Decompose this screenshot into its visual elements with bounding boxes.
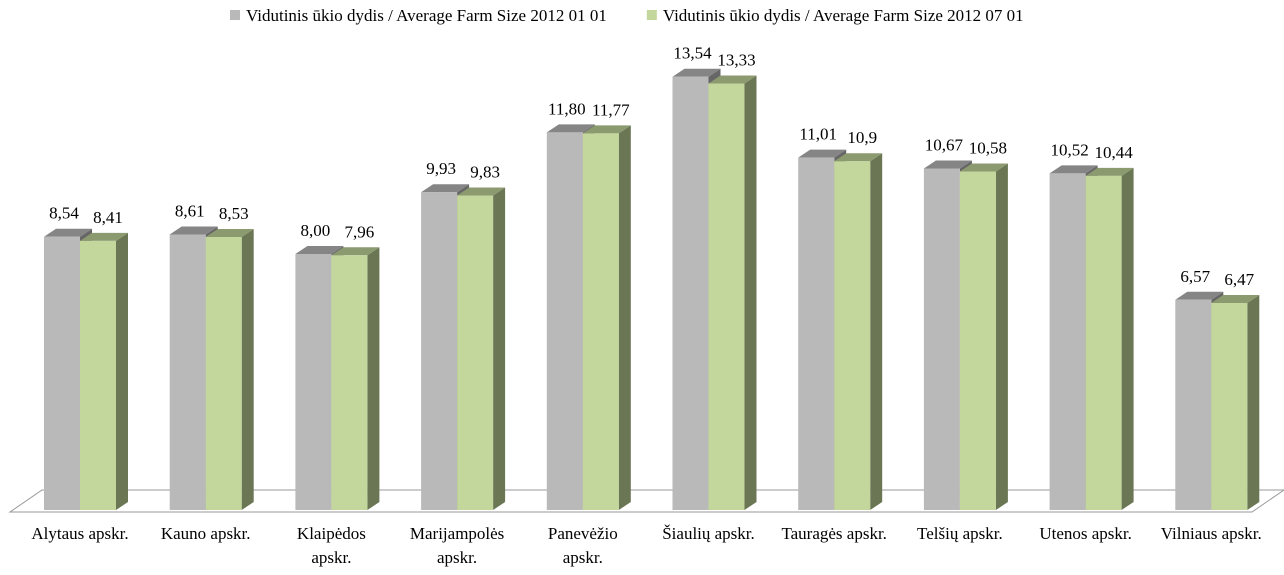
bar-face <box>457 195 494 510</box>
legend-swatch <box>230 10 240 20</box>
bar <box>80 232 128 510</box>
bar <box>1085 167 1134 511</box>
bar-face <box>169 226 218 235</box>
bar-face <box>295 246 344 254</box>
bar-face <box>1049 165 1098 174</box>
bar-face <box>44 228 92 237</box>
bar-face <box>1175 291 1224 300</box>
bar-face <box>546 124 595 133</box>
value-label: 10,9 <box>847 128 877 147</box>
value-label: 13,33 <box>717 50 755 69</box>
bar-face <box>582 133 619 511</box>
x-tick-label: Vilniaus apskr. <box>1160 524 1262 543</box>
value-label: 8,53 <box>219 204 249 223</box>
bar-face <box>798 149 847 158</box>
value-label: 6,47 <box>1224 270 1254 289</box>
value-label: 11,80 <box>548 99 586 118</box>
x-tick-label: Šiaulių apskr. <box>662 524 755 543</box>
value-label: 9,83 <box>470 162 500 181</box>
bar-face <box>493 187 506 510</box>
x-tick-label: Utenos apskr. <box>1039 524 1132 543</box>
bar-face <box>1085 175 1122 511</box>
bar-face <box>205 229 254 238</box>
value-label: 10,52 <box>1050 140 1088 159</box>
bar-face <box>169 234 206 511</box>
bar-face <box>331 255 368 510</box>
legend-label: Vidutinis ūkio dydis / Average Farm Size… <box>246 6 607 25</box>
value-label: 11,77 <box>592 100 630 119</box>
bar-face <box>708 75 757 84</box>
value-label: 10,67 <box>925 136 964 155</box>
bar-face <box>44 236 80 510</box>
bar-face <box>421 192 458 511</box>
bar <box>582 125 631 511</box>
bar-face <box>1175 299 1212 510</box>
bar-face <box>457 187 506 196</box>
value-label: 11,01 <box>799 125 837 144</box>
x-tick-label: Alytaus apskr. <box>31 524 129 543</box>
bar <box>708 75 757 510</box>
bar <box>331 247 380 510</box>
bar-face <box>834 153 883 162</box>
bar <box>1211 294 1260 510</box>
bar-face <box>744 75 757 510</box>
bar-face <box>1121 167 1134 511</box>
bar-face <box>959 171 996 510</box>
bar-face <box>672 76 709 510</box>
x-tick-label: Telšių apskr. <box>917 524 1003 543</box>
value-label: 10,44 <box>1094 143 1133 162</box>
bar-face <box>798 157 835 510</box>
value-label: 13,54 <box>673 44 712 63</box>
bar-face <box>1211 294 1260 303</box>
bar-face <box>116 232 128 510</box>
floor <box>8 489 1284 513</box>
bar-face <box>834 161 871 510</box>
x-tick-label: Marijampolės apskr. <box>409 524 505 567</box>
bar-face <box>1085 167 1134 176</box>
bar-face <box>367 247 380 510</box>
bar-face <box>672 68 721 77</box>
bar <box>205 229 254 511</box>
bar-face <box>1247 294 1260 510</box>
bar-face <box>708 83 745 510</box>
value-label: 10,58 <box>969 138 1007 157</box>
bar <box>959 163 1008 510</box>
value-label: 7,96 <box>345 222 375 241</box>
value-label: 8,41 <box>93 208 123 227</box>
value-label: 6,57 <box>1180 267 1210 286</box>
x-tick-label: Panevėžio apskr. <box>547 524 618 567</box>
bar-face <box>331 247 380 256</box>
bar-face <box>295 254 332 510</box>
bar-face <box>582 125 631 134</box>
value-label: 8,61 <box>175 201 205 220</box>
bar <box>834 153 883 510</box>
bar-face <box>421 184 470 193</box>
x-tick-label: Tauragės apskr. <box>781 524 887 543</box>
bar-face <box>959 163 1008 172</box>
bar-face <box>618 125 631 511</box>
legend-swatch <box>646 10 657 20</box>
bar-face <box>80 240 116 510</box>
bar-face <box>546 132 583 510</box>
value-label: 9,93 <box>426 159 456 178</box>
bar-face <box>995 163 1008 510</box>
bar-face <box>205 237 242 511</box>
bar-face <box>923 168 960 510</box>
bar <box>457 187 506 510</box>
bar-face <box>80 232 128 241</box>
bar-face <box>1211 302 1248 510</box>
value-label: 8,54 <box>49 204 79 223</box>
bar-face <box>870 153 883 510</box>
bar-face <box>923 160 972 169</box>
x-tick-label: Kauno apskr. <box>160 524 251 543</box>
bar-face <box>1049 173 1086 511</box>
value-label: 8,00 <box>301 221 331 240</box>
legend-label: Vidutinis ūkio dydis / Average Farm Size… <box>663 6 1024 25</box>
x-tick-label: Klaipėdos apskr. <box>296 524 366 567</box>
bar-face <box>241 229 254 511</box>
